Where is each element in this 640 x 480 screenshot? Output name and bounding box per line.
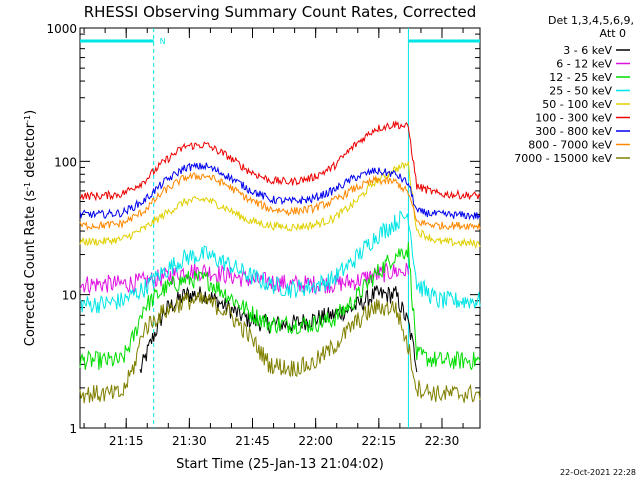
series-line [79, 291, 481, 404]
x-tick-label: 21:15 [109, 434, 144, 448]
night-marker-label: N [160, 37, 166, 46]
legend-label: 100 - 300 keV [535, 112, 612, 125]
y-axis-label: Corrected Count Rate (s-1 detector-1) [23, 110, 39, 346]
y-axis-label-part3: ) [23, 110, 38, 115]
x-tick-label: 22:30 [425, 434, 460, 448]
legend-label: 6 - 12 keV [556, 58, 612, 71]
y-tick-label: 100 [54, 155, 77, 169]
y-axis-label-part1: Corrected Count Rate (s [23, 190, 38, 347]
series-line [139, 285, 418, 374]
legend-label: 12 - 25 keV [549, 71, 612, 84]
footer-date: 22-Oct-2021 22:28 [560, 468, 636, 477]
x-tick-label: 21:30 [172, 434, 207, 448]
y-tick-label: 10 [62, 289, 77, 303]
y-tick-label: 1000 [46, 22, 77, 36]
series-line [79, 172, 481, 231]
x-tick-label: 22:15 [362, 434, 397, 448]
chart-title: RHESSI Observing Summary Count Rates, Co… [84, 3, 477, 21]
y-tick-labels: 1 10 100 1000 [46, 22, 77, 436]
legend-header-line2: Att 0 [600, 27, 626, 40]
y-tick-label: 1 [69, 422, 77, 436]
series-line [79, 162, 481, 221]
legend-label: 7000 - 15000 keV [514, 152, 612, 165]
y-axis-label-sup1: -1 [23, 182, 32, 190]
x-tick-label: 21:45 [235, 434, 270, 448]
y-axis-label-part2: detector [23, 122, 38, 182]
plot-frame [79, 27, 481, 429]
legend-label: 25 - 50 keV [549, 85, 612, 98]
legend-label: 300 - 800 keV [535, 125, 612, 138]
series-line [79, 210, 481, 314]
x-tick-labels: 21:15 21:30 21:45 22:00 22:15 22:30 [109, 434, 459, 448]
axis-ticks [80, 27, 480, 429]
x-tick-label: 22:00 [298, 434, 333, 448]
y-axis-label-sup2: -1 [23, 115, 32, 123]
legend-label: 50 - 100 keV [542, 98, 612, 111]
series-line [79, 119, 481, 202]
series-line [79, 161, 481, 250]
series-group [79, 119, 481, 404]
x-axis-label: Start Time (25-Jan-13 21:04:02) [176, 457, 384, 472]
series-line [79, 241, 481, 371]
legend-header-line1: Det 1,3,4,5,6,9, [548, 14, 634, 27]
night-markers [80, 28, 480, 428]
legend-label: 3 - 6 keV [563, 44, 612, 57]
legend-label: 800 - 7000 keV [528, 139, 612, 152]
